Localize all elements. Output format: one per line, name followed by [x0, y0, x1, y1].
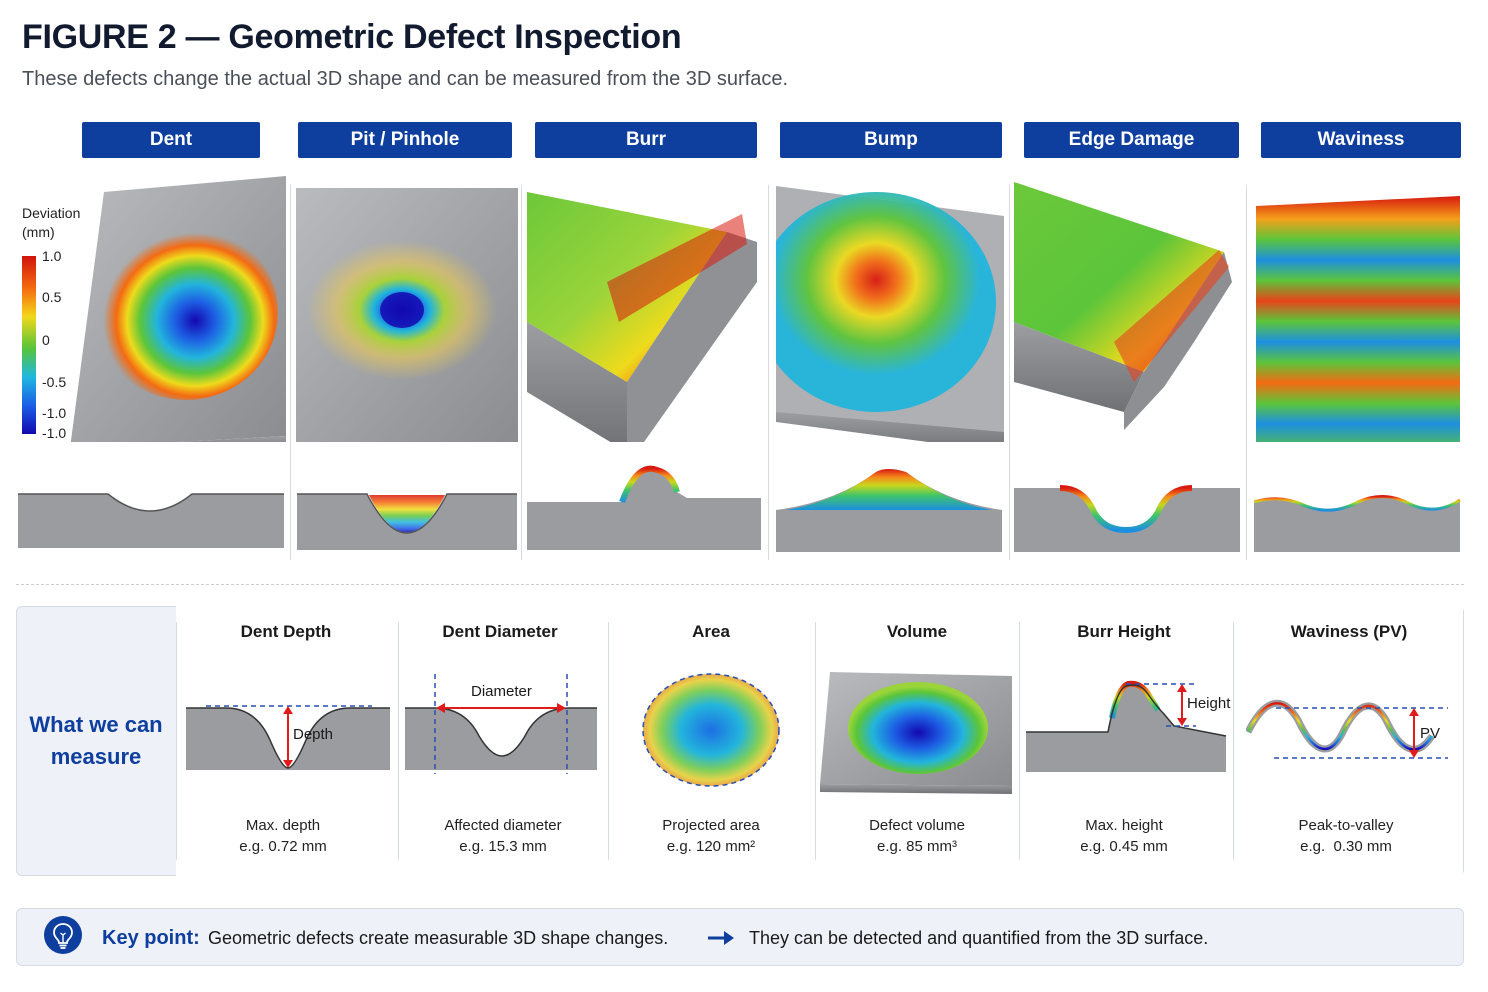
waviness-cross-section [1254, 495, 1461, 552]
legend-tick: 0.5 [42, 289, 62, 305]
legend-tick: 0 [42, 332, 50, 348]
column-separator [176, 622, 177, 860]
burr-cross-section [527, 465, 761, 550]
pv-annotation: PV [1420, 725, 1441, 742]
measure-desc-waviness: Peak-to-valley e.g. 0.30 mm [1298, 817, 1394, 855]
edge-damage-cross-section [1014, 485, 1240, 552]
column-separator [398, 622, 399, 860]
column-separator [768, 185, 769, 560]
key-point-banner [16, 908, 1464, 966]
waviness-surface-image [1256, 196, 1460, 442]
lightbulb-icon [44, 916, 82, 954]
column-separator [1233, 622, 1234, 860]
legend-tick: -1.0 [42, 405, 67, 421]
diameter-annotation: Diameter [471, 683, 532, 700]
legend-tick: 1.0 [42, 248, 62, 264]
header-bump: Bump [780, 122, 1002, 158]
measure-desc-area: Projected area e.g. 120 mm² [662, 817, 760, 855]
volume-diagram [820, 672, 1012, 794]
legend-tick: -0.5 [42, 374, 67, 390]
measure-title-burr-height: Burr Height [1077, 622, 1171, 641]
bump-surface-image [776, 186, 1004, 442]
measure-desc-dent-depth: Max. depth e.g. 0.72 mm [239, 817, 327, 855]
dent-surface-image [70, 176, 286, 442]
legend-title: Deviation (mm) [22, 205, 81, 240]
header-dent: Dent [82, 122, 260, 158]
measure-desc-burr-height: Max. height e.g. 0.45 mm [1080, 817, 1168, 855]
header-edge-damage: Edge Damage [1024, 122, 1239, 158]
arrow-right-icon [708, 931, 734, 945]
measure-desc-dent-diameter: Affected diameter e.g. 15.3 mm [444, 817, 562, 855]
column-separator [1009, 185, 1010, 560]
key-point-label: Key point: [102, 927, 200, 949]
header-burr: Burr [535, 122, 757, 158]
dent-cross-section [18, 493, 284, 548]
measure-title-area: Area [692, 622, 730, 641]
header-pit-pinhole: Pit / Pinhole [298, 122, 512, 158]
measurement-columns-bg [176, 606, 1463, 876]
column-separator [521, 185, 522, 560]
pit-surface-image [296, 188, 518, 442]
measure-title-dent-depth: Dent Depth [240, 622, 332, 641]
column-separator [815, 622, 816, 860]
measure-title-waviness: Waviness (PV) [1290, 622, 1408, 641]
burr-height-diagram [1026, 680, 1227, 772]
header-waviness: Waviness [1261, 122, 1461, 158]
measure-title-dent-diameter: Dent Diameter [442, 622, 558, 641]
edge-damage-surface-image [1014, 182, 1232, 430]
column-separator [1246, 185, 1247, 560]
measurement-label: What we can measure [29, 712, 163, 769]
column-separator [608, 622, 609, 860]
burr-surface-image [527, 192, 757, 442]
key-point-text: Geometric defects create measurable 3D s… [208, 928, 669, 948]
measure-title-volume: Volume [886, 622, 948, 641]
column-separator [1019, 622, 1020, 860]
dent-depth-diagram [186, 705, 390, 770]
measure-desc-volume: Defect volume e.g. 85 mm³ [869, 817, 965, 855]
figure-subtitle: These defects change the actual 3D shape… [22, 68, 789, 90]
height-annotation: Height [1187, 695, 1231, 712]
section-divider [16, 584, 1464, 585]
depth-annotation: Depth [293, 726, 334, 743]
waviness-pv-diagram [1246, 699, 1448, 759]
area-diagram [642, 673, 780, 787]
dent-diameter-diagram [405, 674, 597, 774]
column-separator [290, 185, 291, 560]
key-point-conclusion: They can be detected and quantified from… [749, 928, 1209, 948]
figure-title: FIGURE 2 — Geometric Defect Inspection [22, 18, 682, 56]
pit-cross-section [297, 493, 517, 550]
deviation-color-scale [22, 256, 36, 434]
legend-tick: -1.0 [42, 425, 67, 441]
bump-cross-section [776, 469, 1002, 552]
